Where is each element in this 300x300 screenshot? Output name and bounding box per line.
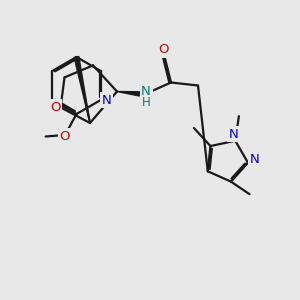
Text: O: O [50, 101, 61, 114]
Text: N: N [141, 85, 151, 98]
Polygon shape [74, 56, 90, 123]
Text: N: N [250, 153, 260, 166]
Polygon shape [117, 92, 140, 96]
Text: N: N [229, 128, 239, 141]
Text: O: O [159, 43, 169, 56]
Text: O: O [59, 130, 70, 143]
Text: H: H [142, 96, 151, 110]
Text: N: N [102, 94, 112, 107]
